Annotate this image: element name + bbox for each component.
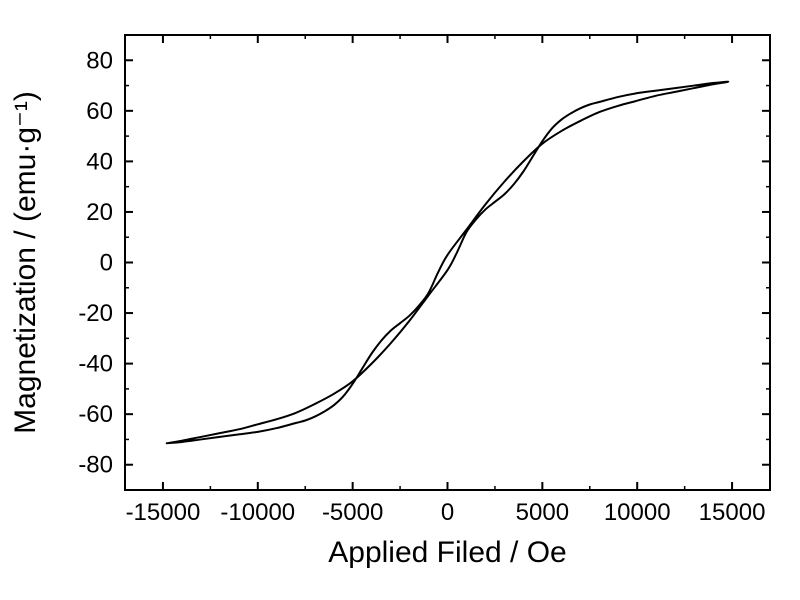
y-tick-label: -40	[78, 351, 113, 378]
chart-svg: -15000 -10000 -5000 0 5000 10000 15000 -80 -60 -4…	[0, 0, 800, 600]
y-tick-label: 40	[86, 148, 113, 175]
x-tick-label: 10000	[604, 499, 671, 526]
x-tick-label: -5000	[322, 499, 383, 526]
x-tick-label: 15000	[699, 499, 766, 526]
y-tick-label: 80	[86, 47, 113, 74]
x-tick-label: -10000	[220, 499, 295, 526]
y-tick-label: -20	[78, 300, 113, 327]
y-tick-label: -80	[78, 452, 113, 479]
y-tick-label: 60	[86, 98, 113, 125]
y-tick-label: 0	[100, 250, 113, 277]
x-tick-label: -15000	[126, 499, 201, 526]
x-tick-label: 5000	[516, 499, 569, 526]
y-tick-label: -60	[78, 401, 113, 428]
x-tick-label: 0	[441, 499, 454, 526]
hysteresis-chart: -15000 -10000 -5000 0 5000 10000 15000 -80 -60 -4…	[0, 0, 800, 600]
x-axis-label: Applied Filed / Oe	[328, 536, 566, 569]
y-axis-label: Magnetization / (emu·g⁻¹)	[9, 91, 42, 434]
y-tick-label: 20	[86, 199, 113, 226]
